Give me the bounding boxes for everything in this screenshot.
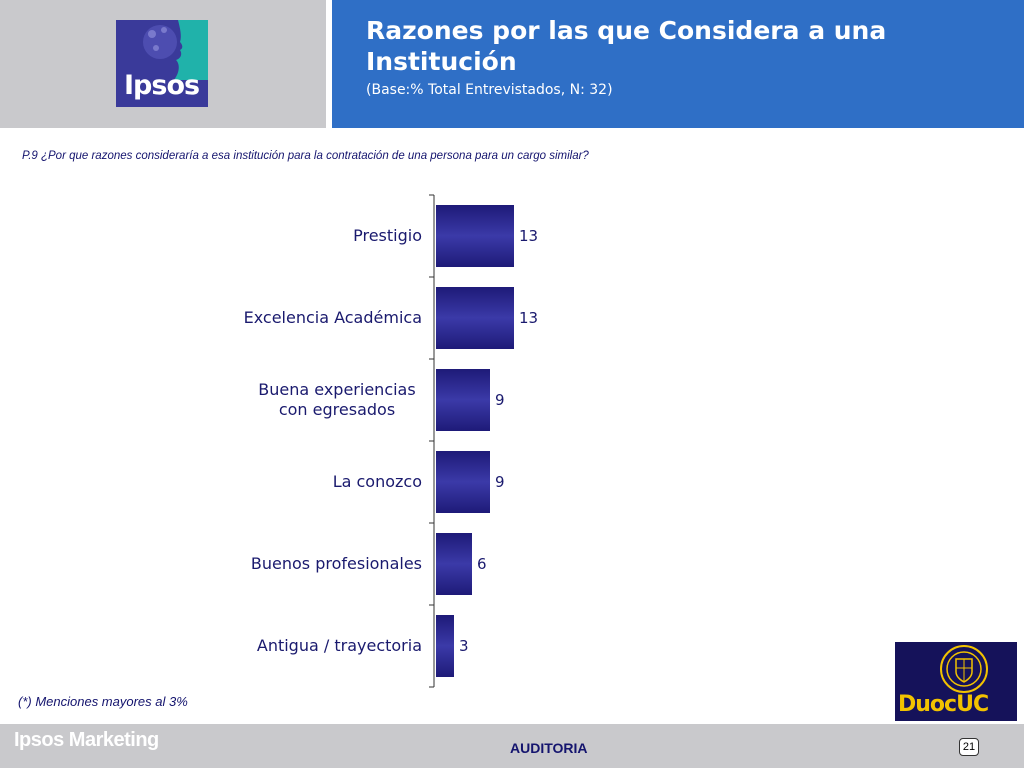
footer-section-label: AUDITORIA	[510, 740, 588, 756]
duoc-logo-text: DuocUC	[898, 692, 989, 717]
bar	[436, 369, 490, 431]
category-label: Antigua / trayectoria	[257, 636, 422, 655]
category-label: Buena experiencias con egresados	[258, 380, 415, 419]
header-left-panel: Ipsos	[0, 0, 326, 128]
category-label: La conozco	[333, 472, 422, 491]
ipsos-logo: Ipsos	[116, 20, 208, 107]
bar-value-label: 13	[519, 309, 538, 327]
header-title-panel	[332, 0, 1024, 128]
bar-chart: 13 Prestigio 13 Excelencia Académica 9 Buena …	[0, 180, 640, 700]
ipsos-logo-head-icon	[116, 20, 208, 80]
bar-value-label: 9	[495, 391, 505, 409]
ipsos-logo-text: Ipsos	[124, 70, 200, 101]
bar	[436, 533, 472, 595]
page-subtitle: (Base:% Total Entrevistados, N: 32)	[366, 82, 613, 98]
bar-value-label: 3	[459, 637, 469, 655]
footer-brand: Ipsos Marketing	[14, 729, 159, 751]
header-divider	[326, 0, 332, 128]
duoc-seal-icon	[940, 645, 988, 693]
page-number: 21	[959, 738, 979, 756]
bar	[436, 615, 454, 677]
chart-footnote: (*) Menciones mayores al 3%	[18, 694, 188, 709]
bar-value-label: 13	[519, 227, 538, 245]
bar	[436, 451, 490, 513]
category-label: Excelencia Académica	[244, 308, 422, 327]
duoc-logo: DuocUC	[895, 642, 1017, 721]
page-title: Razones por las que Considera a una Inst…	[366, 16, 887, 76]
category-label: Buenos profesionales	[251, 554, 422, 573]
category-label: Prestigio	[353, 226, 422, 245]
survey-question: P.9 ¿Por que razones consideraría a esa …	[22, 150, 589, 162]
bar-chart-svg: 13 Prestigio 13 Excelencia Académica 9 Buena …	[244, 194, 538, 688]
footer-bar: Ipsos Marketing AUDITORIA 21	[0, 724, 1024, 768]
bar	[436, 205, 514, 267]
bar-value-label: 6	[477, 555, 487, 573]
bar	[436, 287, 514, 349]
bar-value-label: 9	[495, 473, 505, 491]
